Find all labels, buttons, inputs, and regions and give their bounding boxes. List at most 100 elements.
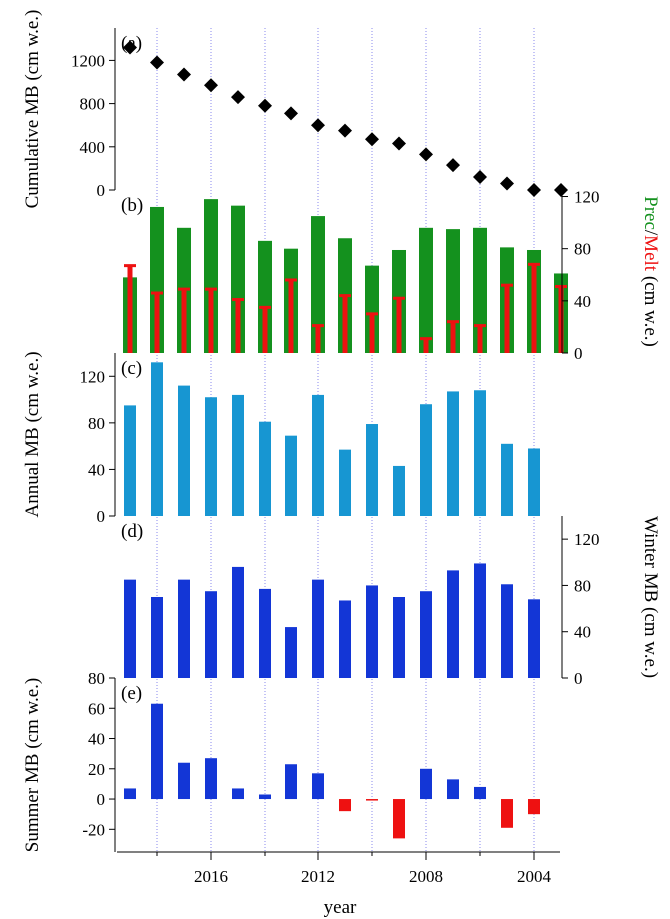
y-tick-label-b: 80: [574, 240, 591, 259]
melt-bar: [369, 313, 375, 353]
melt-bar: [477, 325, 483, 353]
melt-bar: [558, 286, 564, 353]
annual-mb-bar: [393, 465, 405, 516]
precipitation-bar: [150, 206, 164, 353]
melt-bar: [504, 285, 510, 353]
y-tick-label-e: 0: [97, 790, 106, 809]
precipitation-bar: [231, 205, 245, 353]
summer-mb-bar: [501, 799, 513, 828]
y-tick-label-a: 400: [80, 138, 106, 157]
precipitation-bar: [473, 227, 487, 353]
annual-mb-bar: [528, 448, 540, 516]
x-axis-title: year: [324, 897, 357, 918]
y-tick-label-d: 80: [574, 576, 591, 595]
y-tick-label-e: 60: [88, 699, 105, 718]
panel-label-a: (a): [121, 33, 142, 54]
winter-mb-bar: [528, 599, 540, 678]
y-tick-label-c: 80: [88, 414, 105, 433]
summer-mb-bar: [285, 764, 297, 800]
summer-mb-bar: [205, 758, 217, 800]
melt-bar: [450, 321, 456, 353]
cumulative-mb-marker: [150, 55, 164, 70]
y-tick-label-c: 120: [80, 367, 106, 386]
y-tick-label-a: 0: [97, 181, 106, 200]
melt-bar: [342, 295, 348, 353]
summer-mb-bar: [420, 768, 432, 800]
melt-bar: [396, 298, 402, 353]
summer-mb-bar: [124, 788, 136, 800]
summer-mb-bar: [474, 786, 486, 800]
y-axis-title-part: (cm w.e.): [640, 271, 661, 347]
y-tick-label-b: 0: [574, 344, 583, 363]
x-tick-label: 2008: [409, 867, 443, 886]
summer-mb-bar: [339, 799, 351, 812]
summer-mb-bar: [259, 794, 271, 800]
winter-mb-bar: [501, 584, 513, 678]
summer-mb-bar: [366, 799, 378, 801]
y-tick-label-b: 40: [574, 292, 591, 311]
precipitation-bar: [258, 240, 272, 353]
summer-mb-bar: [312, 773, 324, 800]
panel-label-c: (c): [121, 358, 142, 379]
precipitation-bar: [419, 227, 433, 353]
annual-mb-bar: [232, 394, 244, 516]
annual-mb-bar: [285, 435, 297, 516]
precipitation-bar: [204, 199, 218, 353]
winter-mb-bar: [420, 591, 432, 678]
melt-bar: [315, 325, 321, 353]
cumulative-mb-marker: [311, 118, 325, 133]
summer-mb-bar: [393, 799, 405, 839]
annual-mb-bar: [205, 397, 217, 516]
y-tick-label-e: -20: [82, 820, 105, 839]
annual-mb-bar: [339, 449, 351, 516]
annual-mb-bar: [501, 443, 513, 516]
y-axis-title-e: Summer MB (cm w.e.): [22, 678, 43, 853]
y-tick-label-d: 120: [574, 530, 600, 549]
winter-mb-bar: [312, 579, 324, 678]
melt-bar: [154, 293, 160, 353]
cumulative-mb-marker: [338, 123, 352, 138]
annual-mb-bar: [178, 385, 190, 516]
melt-bar: [208, 289, 214, 353]
annual-mb-bar: [124, 405, 136, 516]
cumulative-mb-marker: [446, 158, 460, 173]
melt-bar: [288, 279, 294, 353]
y-axis-title-part: Prec: [640, 196, 661, 230]
y-axis-title-c: Annual MB (cm w.e.): [22, 351, 43, 517]
precipitation-bar: [365, 265, 379, 353]
melt-bar: [235, 299, 241, 353]
winter-mb-bar: [339, 600, 351, 678]
data-mark-layer: [123, 40, 568, 839]
winter-mb-bar: [151, 597, 163, 678]
y-tick-label-d: 0: [574, 669, 583, 688]
y-tick-label-c: 0: [97, 507, 106, 526]
winter-mb-bar: [124, 579, 136, 678]
y-axis-title-part: /: [640, 230, 661, 236]
annual-mb-bar: [312, 394, 324, 516]
x-tick-label: 2012: [301, 867, 335, 886]
y-tick-label-e: 20: [88, 760, 105, 779]
melt-bar: [127, 265, 133, 353]
y-axis-title-d: Winter MB (cm w.e.): [640, 516, 661, 678]
cumulative-mb-marker: [392, 136, 406, 151]
summer-mb-bar: [178, 762, 190, 800]
y-axis-title-a: Cumulative MB (cm w.e.): [22, 10, 43, 209]
winter-mb-bar: [474, 563, 486, 678]
x-tick-label: 2016: [194, 867, 228, 886]
melt-bar: [423, 338, 429, 353]
annual-mb-bar: [474, 390, 486, 516]
annual-mb-bar: [447, 391, 459, 516]
winter-mb-bar: [259, 588, 271, 678]
winter-mb-bar: [232, 566, 244, 678]
cumulative-mb-marker: [527, 183, 541, 197]
melt-bar: [262, 307, 268, 353]
melt-bar: [181, 289, 187, 353]
y-tick-label-a: 800: [80, 95, 106, 114]
summer-mb-bar: [151, 703, 163, 800]
cumulative-mb-marker: [231, 90, 245, 105]
y-tick-label-b: 120: [574, 188, 600, 207]
cumulative-mb-marker: [554, 183, 568, 197]
cumulative-mb-marker: [365, 132, 379, 147]
